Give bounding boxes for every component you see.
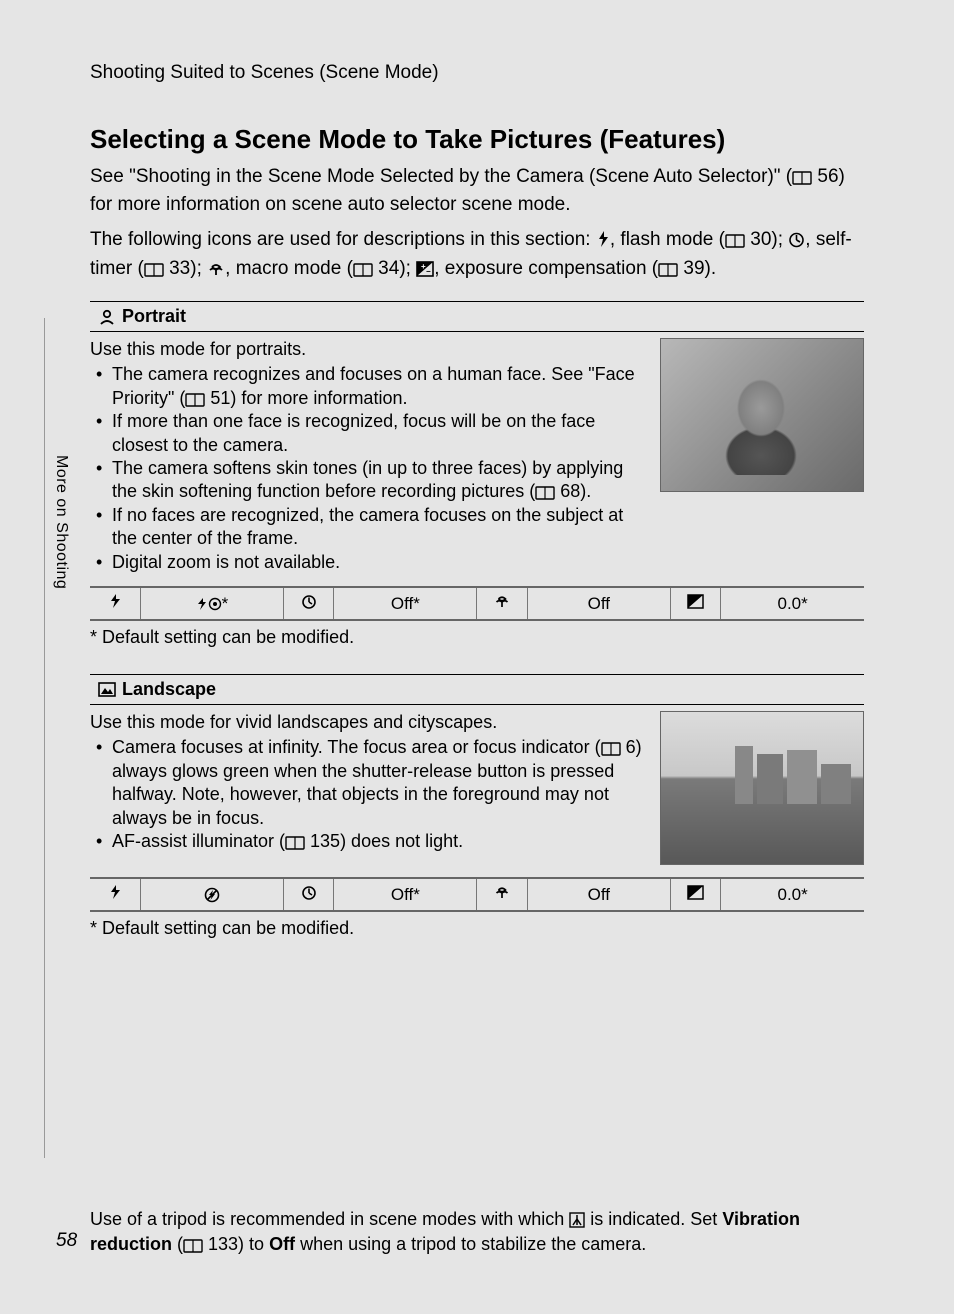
ev-value: 0.0* — [721, 878, 864, 911]
timer-header-icon — [283, 587, 333, 620]
portrait-heading: Portrait — [90, 301, 864, 332]
macro-header-icon — [477, 587, 527, 620]
portrait-sample-image — [660, 338, 864, 492]
flash-header-icon — [90, 587, 140, 620]
ev-header-icon — [670, 878, 720, 911]
timer-value: Off* — [334, 878, 477, 911]
intro2-f: , macro mode ( — [225, 258, 353, 279]
landscape-body: Use this mode for vivid landscapes and c… — [90, 711, 864, 865]
list-item: AF-assist illuminator ( 135) does not li… — [112, 830, 650, 853]
list-item: The camera softens skin tones (in up to … — [112, 457, 650, 504]
intro2-e: 33); — [164, 258, 207, 279]
tripod-icon — [569, 1212, 585, 1228]
timer-value: Off* — [334, 587, 477, 620]
landscape-label: Landscape — [122, 679, 216, 700]
landscape-footnote: * Default setting can be modified. — [90, 918, 864, 939]
note-g: when using a tripod to stabilize the cam… — [295, 1234, 646, 1254]
flash-value: * — [140, 587, 283, 620]
book-icon — [183, 1239, 203, 1253]
macro-header-icon — [477, 878, 527, 911]
portrait-settings-table: * Off* Off 0.0* — [90, 586, 864, 621]
intro2-i: 39). — [678, 258, 716, 279]
landscape-heading: Landscape — [90, 674, 864, 705]
portrait-mode-icon — [98, 308, 116, 326]
page-content: Shooting Suited to Scenes (Scene Mode) S… — [0, 0, 954, 939]
book-icon — [792, 171, 812, 185]
intro-paragraph-1: See "Shooting in the Scene Mode Selected… — [90, 163, 864, 218]
list-item: Camera focuses at infinity. The focus ar… — [112, 736, 650, 830]
landscape-mode-block: Landscape Use this mode for vivid landsc… — [90, 674, 864, 939]
table-row: * Off* Off 0.0* — [90, 587, 864, 620]
portrait-intro: Use this mode for portraits. — [90, 338, 650, 361]
exposure-comp-icon: +− — [416, 261, 434, 277]
intro2-h: , exposure compensation ( — [434, 258, 658, 279]
intro1-a: See "Shooting in the Scene Mode Selected… — [90, 166, 792, 187]
note-a: Use of a tripod is recommended in scene … — [90, 1209, 569, 1229]
portrait-mode-block: Portrait Use this mode for portraits. Th… — [90, 301, 864, 648]
flash-header-icon — [90, 878, 140, 911]
book-icon — [658, 263, 678, 277]
portrait-label: Portrait — [122, 306, 186, 327]
intro2-b: , flash mode ( — [610, 229, 725, 250]
flash-value — [140, 878, 283, 911]
macro-value: Off — [527, 878, 670, 911]
landscape-mode-icon — [98, 682, 116, 698]
list-item: Digital zoom is not available. — [112, 551, 650, 574]
portrait-footnote: * Default setting can be modified. — [90, 627, 864, 648]
ev-value: 0.0* — [721, 587, 864, 620]
section-header: Shooting Suited to Scenes (Scene Mode) — [90, 62, 864, 84]
ev-header-icon — [670, 587, 720, 620]
intro2-g: 34); — [373, 258, 416, 279]
landscape-bullets: Camera focuses at infinity. The focus ar… — [90, 736, 650, 853]
book-icon — [353, 263, 373, 277]
list-item: If more than one face is recognized, foc… — [112, 410, 650, 457]
note-f: Off — [269, 1234, 295, 1254]
list-item: If no faces are recognized, the camera f… — [112, 504, 650, 551]
intro2-a: The following icons are used for descrip… — [90, 229, 596, 250]
note-d: ( — [172, 1234, 183, 1254]
table-row: Off* Off 0.0* — [90, 878, 864, 911]
landscape-sample-image — [660, 711, 864, 865]
macro-icon — [207, 261, 225, 277]
landscape-settings-table: Off* Off 0.0* — [90, 877, 864, 912]
list-item: The camera recognizes and focuses on a h… — [112, 363, 650, 410]
portrait-text: Use this mode for portraits. The camera … — [90, 338, 650, 574]
intro-paragraph-2: The following icons are used for descrip… — [90, 226, 864, 283]
chapter-tab: More on Shooting — [52, 455, 70, 589]
timer-header-icon — [283, 878, 333, 911]
page-number: 58 — [56, 1230, 77, 1252]
landscape-intro: Use this mode for vivid landscapes and c… — [90, 711, 650, 734]
macro-value: Off — [527, 587, 670, 620]
landscape-text: Use this mode for vivid landscapes and c… — [90, 711, 650, 865]
portrait-body: Use this mode for portraits. The camera … — [90, 338, 864, 574]
tripod-note: Use of a tripod is recommended in scene … — [90, 1207, 864, 1256]
portrait-bullets: The camera recognizes and focuses on a h… — [90, 363, 650, 574]
self-timer-icon — [788, 231, 805, 248]
intro2-c: 30); — [745, 229, 788, 250]
book-icon — [144, 263, 164, 277]
svg-text:−: − — [426, 267, 431, 276]
margin-line — [44, 318, 45, 1158]
flash-icon — [596, 230, 610, 248]
note-e: 133) to — [203, 1234, 269, 1254]
page-title: Selecting a Scene Mode to Take Pictures … — [90, 124, 864, 155]
manual-page: More on Shooting Shooting Suited to Scen… — [0, 0, 954, 1314]
book-icon — [725, 234, 745, 248]
note-b: is indicated. Set — [585, 1209, 722, 1229]
